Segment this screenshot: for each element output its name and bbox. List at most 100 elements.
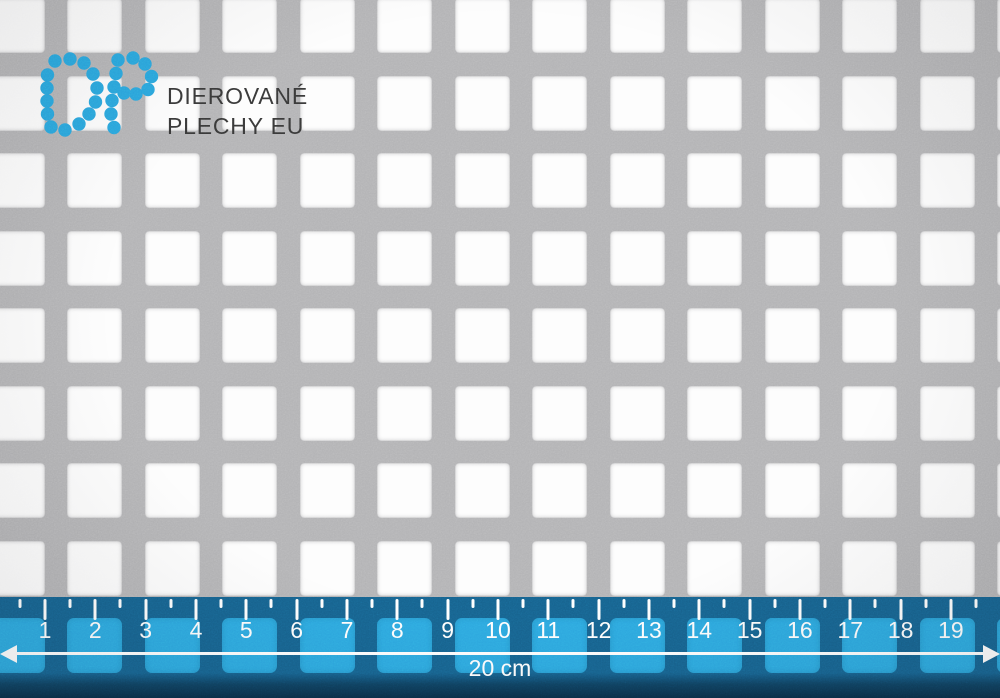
ruler-tick-label: 11 — [536, 617, 561, 643]
ruler-tick-minor — [672, 599, 676, 608]
ruler-tick-minor — [118, 599, 122, 608]
perforation-hole — [377, 230, 432, 286]
perforation-hole — [609, 540, 665, 596]
perforation-hole — [532, 153, 587, 208]
ruler-tick-label: 4 — [189, 617, 203, 643]
brand-name-line2: PLECHY EU — [167, 113, 305, 139]
perforation-hole — [919, 308, 975, 363]
perforation-hole — [222, 153, 277, 208]
perforation-hole — [222, 308, 277, 363]
ruler-tick-minor — [823, 599, 827, 608]
ruler-tick-minor — [68, 599, 72, 608]
perforation-hole — [687, 0, 742, 53]
perforation-hole — [764, 75, 820, 131]
perforation-hole — [609, 385, 665, 441]
perforation-hole — [687, 153, 742, 208]
dp-monogram-icon — [40, 51, 159, 137]
perforation-hole — [764, 385, 820, 441]
ruler-tick-minor — [521, 599, 525, 608]
brand-name-line1: DIEROVANÉ — [167, 83, 308, 109]
perforation-hole — [687, 385, 742, 441]
perforation-hole — [299, 230, 355, 286]
perforation-hole — [532, 0, 587, 53]
perforation-hole — [454, 230, 510, 286]
perforation-hole — [532, 230, 587, 286]
perforation-hole — [919, 230, 975, 286]
perforation-hole — [687, 540, 742, 596]
perforation-hole — [299, 463, 355, 518]
ruler-tick-minor — [169, 599, 173, 608]
perforation-hole — [0, 153, 45, 208]
ruler-tick-label: 3 — [139, 617, 153, 643]
ruler-tick-label: 10 — [485, 617, 511, 643]
perforation-hole — [454, 385, 510, 441]
ruler-tick-minor — [722, 599, 726, 608]
perforation-hole — [454, 540, 510, 596]
perforation-hole — [377, 540, 432, 596]
perforation-hole — [532, 463, 587, 518]
perforation-hole — [764, 230, 820, 286]
ruler-tick-label: 9 — [441, 617, 455, 643]
perforation-hole — [842, 385, 897, 441]
measurement-ruler: 1 2 3 4 5 6 7 8 9 10 11 12 13 14 15 16 17 18 19 20 cm — [0, 597, 1000, 698]
ruler-tick-minor — [219, 599, 223, 608]
perforation-hole — [764, 308, 820, 363]
ruler-tick-minor — [420, 599, 424, 608]
ruler-tick-label: 5 — [239, 617, 253, 643]
perforation-hole — [67, 230, 122, 286]
ruler-tick-minor — [873, 599, 877, 608]
scale-span-label: 20 cm — [468, 655, 532, 681]
ruler-tick-minor — [269, 599, 273, 608]
perforation-hole — [454, 463, 510, 518]
perforation-hole — [67, 463, 122, 518]
perforation-hole — [687, 463, 742, 518]
ruler-tick-minor — [773, 599, 777, 608]
ruler-tick-minor — [18, 599, 22, 608]
brand-name: DIEROVANÉ PLECHY EU — [167, 81, 308, 141]
perforation-hole — [67, 308, 122, 363]
perforation-hole — [764, 540, 820, 596]
ruler-tick-label: 6 — [290, 617, 304, 643]
perforation-hole — [842, 463, 897, 518]
perforation-hole — [299, 540, 355, 596]
ruler-tick-minor — [622, 599, 626, 608]
perforation-hole — [222, 385, 277, 441]
perforation-hole — [687, 230, 742, 286]
ruler-tick-label: 19 — [938, 617, 964, 643]
perforation-hole — [222, 540, 277, 596]
perforation-hole — [842, 0, 897, 53]
ruler-tick-minor — [370, 599, 374, 608]
ruler-tick-label: 16 — [787, 617, 813, 643]
perforation-hole — [144, 385, 200, 441]
ruler-tick-label: 13 — [636, 617, 662, 643]
perforation-hole — [609, 463, 665, 518]
ruler-tick-minor — [571, 599, 575, 608]
perforation-hole — [67, 540, 122, 596]
perforation-hole — [377, 0, 432, 53]
perforation-hole — [377, 153, 432, 208]
ruler-tick-label: 18 — [887, 617, 914, 643]
perforation-hole — [919, 0, 975, 53]
perforation-hole — [299, 385, 355, 441]
perforation-hole — [222, 463, 277, 518]
perforation-hole — [377, 463, 432, 518]
perforation-hole — [144, 463, 200, 518]
perforation-hole — [454, 153, 510, 208]
perforation-hole — [842, 75, 897, 131]
ruler-tick-minor — [320, 599, 324, 608]
perforation-hole — [687, 75, 742, 131]
perforation-hole — [532, 540, 587, 596]
ruler-tick-minor — [471, 599, 475, 608]
perforation-hole — [919, 463, 975, 518]
ruler-tick-minor — [974, 599, 978, 608]
perforation-hole — [842, 153, 897, 208]
perforation-hole — [144, 230, 200, 286]
perforation-hole — [222, 0, 277, 53]
perforation-hole — [299, 153, 355, 208]
ruler-tick-label: 1 — [38, 617, 52, 643]
perforation-hole — [919, 385, 975, 441]
perforation-hole — [67, 385, 122, 441]
perforation-hole — [377, 75, 432, 131]
ruler-tick-minor — [924, 599, 928, 608]
